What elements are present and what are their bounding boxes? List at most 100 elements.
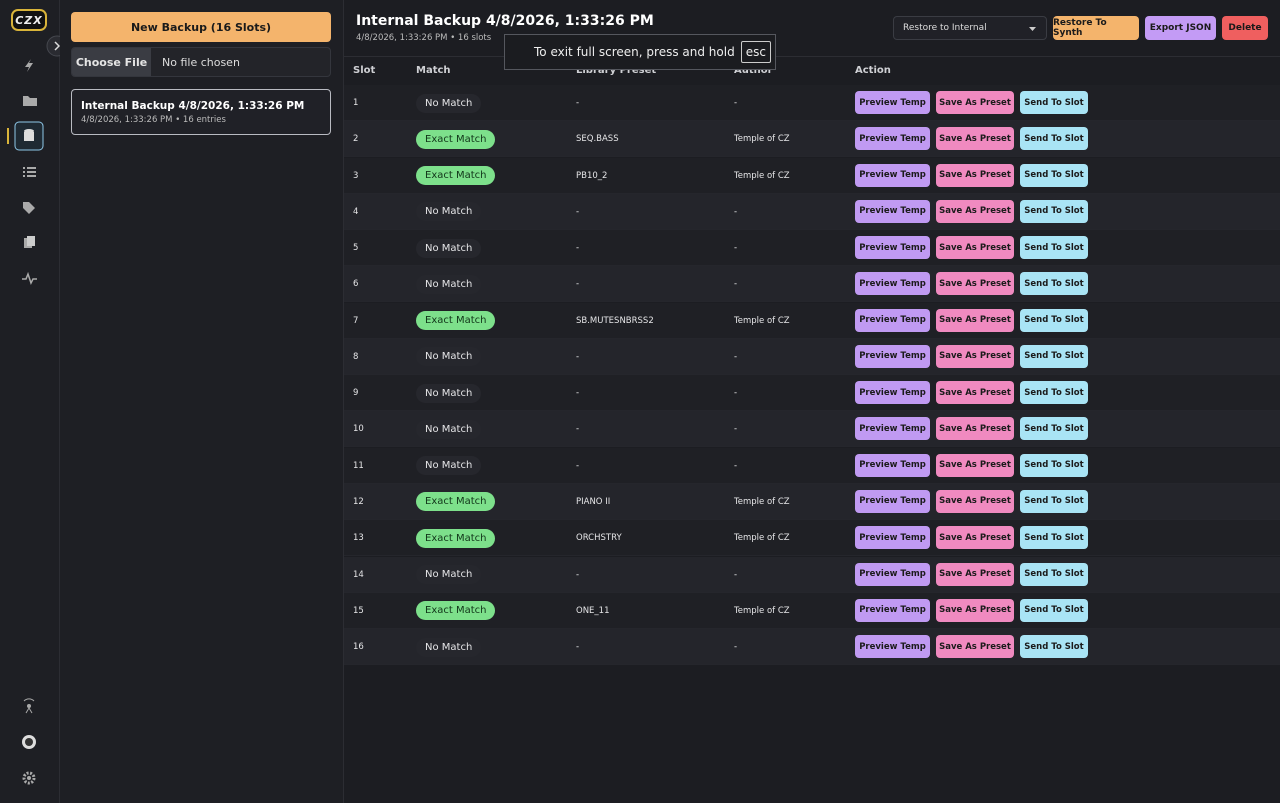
save-preset-button[interactable]: Save As Preset	[936, 635, 1014, 659]
send-slot-button[interactable]: Send To Slot	[1020, 381, 1088, 405]
preview-button[interactable]: Preview Temp	[855, 127, 930, 151]
send-slot-button[interactable]: Send To Slot	[1020, 453, 1088, 477]
author-cell: -	[734, 460, 738, 471]
send-slot-button[interactable]: Send To Slot	[1020, 199, 1088, 223]
logo[interactable]: CZX	[11, 9, 47, 31]
author-cell: -	[734, 243, 738, 254]
preset-cell: -	[576, 98, 580, 108]
backup-card[interactable]: Internal Backup 4/8/2026, 1:33:26 PM 4/8/…	[71, 89, 331, 135]
preview-button[interactable]: Preview Temp	[855, 381, 930, 405]
send-slot-button[interactable]: Send To Slot	[1020, 308, 1088, 332]
match-cell: Exact Match	[416, 303, 496, 339]
column-header: Library Preset	[576, 65, 657, 76]
author-cell: Temple of CZ	[734, 170, 790, 181]
send-slot-button[interactable]: Send To Slot	[1020, 163, 1088, 187]
author-cell: -	[734, 642, 738, 653]
match-badge: No Match	[416, 456, 482, 476]
save-preset-button[interactable]: Save As Preset	[936, 236, 1014, 260]
match-cell: No Match	[416, 85, 482, 121]
author-cell: -	[734, 388, 738, 399]
save-preset-button[interactable]: Save As Preset	[936, 308, 1014, 332]
save-preset-button[interactable]: Save As Preset	[936, 417, 1014, 441]
send-slot-button[interactable]: Send To Slot	[1020, 635, 1088, 659]
preview-button[interactable]: Preview Temp	[855, 635, 930, 659]
slot-cell: 8	[353, 351, 359, 362]
preview-button[interactable]: Preview Temp	[855, 562, 930, 586]
preview-button[interactable]: Preview Temp	[855, 344, 930, 368]
preset-cell: PIANO II	[576, 496, 611, 507]
save-preset-button[interactable]: Save As Preset	[936, 127, 1014, 151]
match-badge: No Match	[416, 347, 482, 367]
preview-button[interactable]: Preview Temp	[855, 308, 930, 332]
delete-button[interactable]: Delete	[1222, 16, 1268, 40]
preview-button[interactable]: Preview Temp	[855, 163, 930, 187]
restore-synth-button[interactable]: Restore To Synth	[1053, 16, 1139, 40]
export-json-button[interactable]: Export JSON	[1145, 16, 1216, 40]
send-slot-button[interactable]: Send To Slot	[1020, 417, 1088, 441]
slot-cell: 1	[353, 98, 359, 108]
fullscreen-notice: To exit full screen, press and hold esc	[504, 34, 776, 70]
author-cell: Temple of CZ	[734, 315, 790, 326]
match-badge: No Match	[416, 419, 482, 439]
table-row: 2 Exact Match SEQ.BASS Temple of CZ Preview …	[344, 121, 1280, 158]
restore-select[interactable]: Restore to Internal	[893, 16, 1047, 40]
preview-button[interactable]: Preview Temp	[855, 272, 930, 296]
no-file: No file chosen	[162, 55, 240, 69]
preset-cell: -	[576, 279, 580, 290]
send-slot-button[interactable]: Send To Slot	[1020, 344, 1088, 368]
save-preset-button[interactable]: Save As Preset	[936, 344, 1014, 368]
preview-button[interactable]: Preview Temp	[855, 453, 930, 477]
caret	[1029, 27, 1036, 31]
send-slot-button[interactable]: Send To Slot	[1020, 526, 1088, 550]
match-badge: Exact Match	[416, 601, 496, 621]
save-preset-button[interactable]: Save As Preset	[936, 381, 1014, 405]
match-badge: No Match	[416, 637, 482, 657]
slot-cell: 2	[353, 134, 359, 145]
send-slot-button[interactable]: Send To Slot	[1020, 91, 1088, 114]
author-cell: Temple of CZ	[734, 605, 790, 616]
preview-button[interactable]: Preview Temp	[855, 489, 930, 513]
new-backup-button[interactable]: New Backup (16 Slots)	[71, 12, 331, 42]
table-row: 12 Exact Match PIANO II Temple of CZ Preview…	[344, 483, 1280, 520]
slot-cell: 16	[353, 642, 364, 653]
preview-button[interactable]: Preview Temp	[855, 236, 930, 260]
send-slot-button[interactable]: Send To Slot	[1020, 127, 1088, 151]
slot-cell: 12	[353, 496, 364, 507]
choose-file[interactable]: Choose File	[72, 48, 151, 76]
save-preset-button[interactable]: Save As Preset	[936, 272, 1014, 296]
preset-cell: PB10_2	[576, 170, 608, 181]
send-slot-button[interactable]: Send To Slot	[1020, 562, 1088, 586]
match-badge: Exact Match	[416, 528, 496, 548]
table-row: 4 No Match - - Preview Temp Save As Preset Sen…	[344, 193, 1280, 230]
match-badge: Exact Match	[416, 311, 496, 331]
match-cell: No Match	[416, 411, 482, 447]
save-preset-button[interactable]: Save As Preset	[936, 453, 1014, 477]
save-preset-button[interactable]: Save As Preset	[936, 163, 1014, 187]
send-slot-button[interactable]: Send To Slot	[1020, 489, 1088, 513]
send-slot-button[interactable]: Send To Slot	[1020, 272, 1088, 296]
author-cell: -	[734, 351, 738, 362]
table-row: 14 No Match - - Preview Temp Save As Preset Se…	[344, 556, 1280, 593]
slot-cell: 10	[353, 424, 364, 435]
slot-cell: 4	[353, 206, 359, 217]
table-row: 11 No Match - - Preview Temp Save As Preset Se…	[344, 447, 1280, 484]
file-input[interactable]: Choose File No file chosen	[71, 47, 331, 77]
preview-button[interactable]: Preview Temp	[855, 417, 930, 441]
save-preset-button[interactable]: Save As Preset	[936, 489, 1014, 513]
save-preset-button[interactable]: Save As Preset	[936, 526, 1014, 550]
save-preset-button[interactable]: Save As Preset	[936, 598, 1014, 622]
table-row: 1 No Match - - Preview Temp Save As Preset Sen…	[344, 85, 1280, 121]
send-slot-button[interactable]: Send To Slot	[1020, 598, 1088, 622]
match-cell: No Match	[416, 375, 482, 411]
match-badge: Exact Match	[416, 129, 496, 149]
save-preset-button[interactable]: Save As Preset	[936, 199, 1014, 223]
preview-button[interactable]: Preview Temp	[855, 526, 930, 550]
preset-cell: -	[576, 388, 580, 399]
send-slot-button[interactable]: Send To Slot	[1020, 236, 1088, 260]
match-cell: No Match	[416, 557, 482, 593]
save-preset-button[interactable]: Save As Preset	[936, 562, 1014, 586]
preview-button[interactable]: Preview Temp	[855, 598, 930, 622]
save-preset-button[interactable]: Save As Preset	[936, 91, 1014, 114]
preview-button[interactable]: Preview Temp	[855, 199, 930, 223]
preview-button[interactable]: Preview Temp	[855, 91, 930, 114]
